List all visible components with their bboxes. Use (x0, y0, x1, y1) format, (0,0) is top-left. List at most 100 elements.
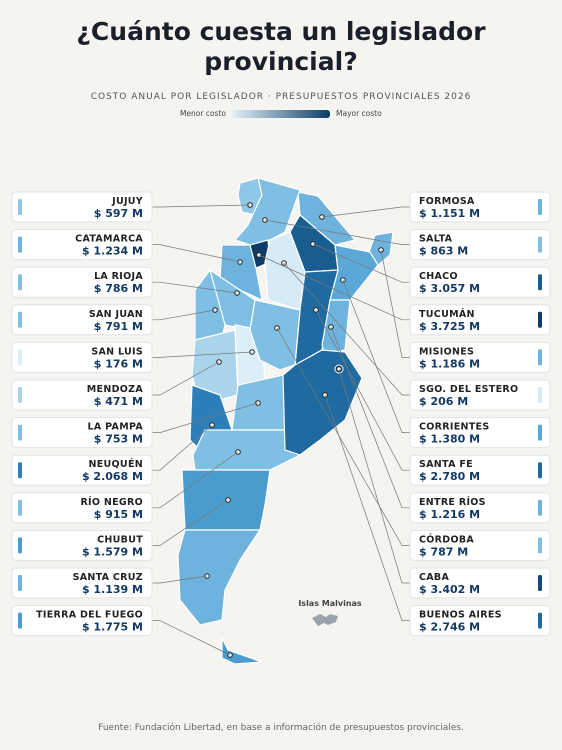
leader-line (152, 499, 229, 546)
legend-high: Mayor costo (336, 109, 382, 118)
cost-indicator (538, 537, 542, 554)
province-cost: $ 1.139 M (82, 583, 143, 596)
province-cost: $ 863 M (419, 245, 468, 258)
leader-line (258, 254, 410, 321)
province-shape (249, 299, 301, 371)
province-name: SGO. DEL ESTERO (419, 384, 518, 395)
province-name: SAN JUAN (89, 309, 143, 320)
leader-line (321, 206, 410, 218)
province-card: CÓRDOBA$ 787 M (409, 529, 551, 561)
cost-indicator (18, 499, 22, 516)
card-bg (409, 567, 551, 599)
province-cost: $ 597 M (94, 207, 143, 220)
province-cost: $ 1.380 M (419, 433, 480, 446)
province-shape (282, 349, 363, 456)
card-bg (409, 266, 551, 298)
province-name: BUENOS AIRES (419, 610, 502, 621)
province-name: MENDOZA (87, 384, 144, 395)
card-bg (409, 417, 551, 449)
cost-indicator (18, 612, 22, 629)
cost-indicator (18, 349, 22, 366)
leader-line (312, 243, 410, 283)
cost-indicator (538, 311, 542, 328)
card-bg (11, 266, 153, 298)
leader-line (330, 326, 410, 509)
province-cost: $ 206 M (419, 395, 468, 408)
leader-line (315, 309, 410, 471)
legend-gradient (232, 110, 330, 118)
province-card: RÍO NEGRO$ 915 M (11, 492, 153, 524)
leader-line (276, 327, 410, 546)
province-name: RÍO NEGRO (80, 496, 143, 508)
leader-line (152, 351, 253, 358)
card-bg (11, 605, 153, 637)
cost-indicator (538, 612, 542, 629)
province-name: SANTA FE (419, 459, 473, 470)
province-name: JUJUY (111, 196, 143, 207)
province-cost: $ 753 M (94, 433, 143, 446)
province-card: CHACO$ 3.057 M (409, 266, 551, 298)
card-bg (11, 341, 153, 373)
province-card: FORMOSA$ 1.151 M (409, 191, 551, 223)
province-cost: $ 176 M (94, 357, 143, 370)
leader-line (152, 620, 231, 656)
leader-line (283, 262, 410, 396)
cost-indicator (18, 236, 22, 253)
province-name: CABA (419, 572, 449, 583)
province-name: CATAMARCA (75, 234, 143, 245)
map (177, 177, 394, 665)
cost-indicator (18, 424, 22, 441)
leader-line (152, 575, 208, 584)
card-bg (409, 229, 551, 261)
card-bg (409, 379, 551, 411)
leader-line (152, 402, 259, 433)
province-cost: $ 1.234 M (82, 245, 143, 258)
province-name: NEUQUÉN (89, 458, 144, 470)
cost-indicator (18, 199, 22, 215)
leader-line (342, 279, 410, 433)
province-name: SANTA CRUZ (73, 572, 143, 583)
province-cost: $ 1.579 M (82, 545, 143, 558)
province-card: SANTA CRUZ$ 1.139 M (11, 567, 153, 599)
cost-indicator (538, 349, 542, 366)
province-cost: $ 786 M (94, 282, 143, 295)
card-bg (409, 304, 551, 336)
province-name: CÓRDOBA (419, 533, 474, 545)
province-name: TUCUMÁN (419, 308, 475, 320)
card-bg (11, 379, 153, 411)
card-bg (409, 605, 551, 637)
card-bg (11, 304, 153, 336)
title: provincial? (204, 47, 357, 76)
leader-line (324, 394, 410, 621)
leader-line (264, 219, 410, 245)
leader-lines (152, 204, 410, 656)
province-card: SANTA FE$ 2.780 M (409, 454, 551, 486)
province-cost: $ 1.775 M (82, 621, 143, 634)
leader-line (338, 368, 410, 584)
province-cost: $ 1.216 M (419, 508, 480, 521)
card-bg (11, 529, 153, 561)
province-cost: $ 791 M (94, 320, 143, 333)
subtitle: COSTO ANUAL POR LEGISLADOR · PRESUPUESTO… (91, 92, 472, 102)
province-card: MENDOZA$ 471 M (11, 379, 153, 411)
cost-indicator (538, 274, 542, 291)
province-name: LA RIOJA (94, 271, 143, 282)
province-cost: $ 1.151 M (419, 207, 480, 220)
cost-indicator (538, 424, 542, 441)
province-cost: $ 2.746 M (419, 621, 480, 634)
malvinas-shape (312, 614, 338, 626)
province-cost: $ 787 M (419, 545, 468, 558)
cost-indicator (18, 274, 22, 291)
province-name: TIERRA DEL FUEGO (36, 610, 143, 621)
province-cost: $ 2.780 M (419, 470, 480, 483)
cost-indicator (18, 575, 22, 591)
title: ¿Cuánto cuesta un legislador (76, 17, 486, 46)
province-name: ENTRE RÍOS (419, 496, 486, 508)
province-card: LA PAMPA$ 753 M (11, 417, 153, 449)
cost-indicator (538, 462, 542, 479)
province-shape (177, 529, 262, 626)
province-cost: $ 915 M (94, 508, 143, 521)
province-card: SGO. DEL ESTERO$ 206 M (409, 379, 551, 411)
